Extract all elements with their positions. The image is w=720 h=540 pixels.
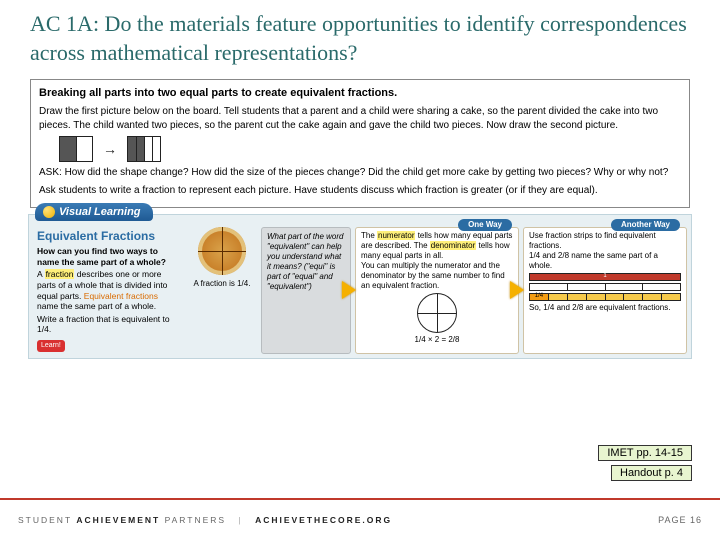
col1-text2: You can multiply the numerator and the d…: [361, 261, 513, 291]
arrow-icon: →: [103, 140, 117, 159]
col1-equation: 1/4 × 2 = 2/8: [361, 335, 513, 345]
pizza-icon: [198, 227, 246, 275]
equivalent-fractions-title: Equivalent Fractions: [37, 229, 179, 244]
vl-another-way: Another Way Use fraction strips to find …: [523, 227, 687, 354]
imet-label: IMET pp. 14-15: [598, 445, 692, 461]
vl-left-prompt: Write a fraction that is equivalent to 1…: [37, 314, 179, 335]
pizza-caption: A fraction is 1/4.: [194, 279, 251, 288]
learn-badge: Learn!: [37, 340, 65, 352]
visual-learning-tab-label: Visual Learning: [59, 206, 141, 218]
visual-learning-tab: Visual Learning: [35, 203, 153, 221]
col1-text1: The numerator tells how many equal parts…: [361, 231, 513, 261]
worksheet-p2: ASK: How did the shape change? How did t…: [39, 166, 681, 180]
handout-label: Handout p. 4: [611, 465, 692, 481]
worksheet-heading: Breaking all parts into two equal parts …: [39, 86, 681, 101]
vl-left-column: Equivalent Fractions How can you find tw…: [33, 227, 183, 354]
rect-quarter: [127, 136, 161, 162]
vl-left-body: A fraction describes one or more parts o…: [37, 269, 179, 312]
col2-text1: Use fraction strips to find equivalent f…: [529, 231, 681, 251]
fraction-strips: 1 1/4: [529, 273, 681, 301]
worksheet-p1: Draw the first picture below on the boar…: [39, 105, 681, 132]
page-number: PAGE 16: [658, 515, 702, 525]
footer-brand: STUDENT ACHIEVEMENT PARTNERS | ACHIEVETH…: [18, 515, 392, 525]
sun-icon: [43, 206, 55, 218]
vl-left-question: How can you find two ways to name the sa…: [37, 246, 179, 267]
worksheet-p3: Ask students to write a fraction to repr…: [39, 184, 681, 198]
slide-title: AC 1A: Do the materials feature opportun…: [0, 0, 720, 75]
another-way-badge: Another Way: [611, 219, 680, 231]
vl-one-way: One Way The numerator tells how many equ…: [355, 227, 519, 354]
vl-gray-box: What part of the word "equivalent" can h…: [261, 227, 351, 354]
circle-diagram: [417, 293, 457, 333]
arrow-icon: [510, 281, 524, 299]
visual-learning-panel: Visual Learning Equivalent Fractions How…: [28, 214, 692, 359]
col2-text2: 1/4 and 2/8 name the same part of a whol…: [529, 251, 681, 271]
footer: STUDENT ACHIEVEMENT PARTNERS | ACHIEVETH…: [0, 498, 720, 540]
col2-text3: So, 1/4 and 2/8 are equivalent fractions…: [529, 303, 681, 313]
arrow-icon: [342, 281, 356, 299]
rect-half: [59, 136, 93, 162]
one-way-badge: One Way: [458, 219, 512, 231]
shape-diagram: →: [59, 136, 681, 162]
worksheet-box: Breaking all parts into two equal parts …: [30, 79, 690, 208]
vl-pizza-column: A fraction is 1/4.: [187, 227, 257, 354]
